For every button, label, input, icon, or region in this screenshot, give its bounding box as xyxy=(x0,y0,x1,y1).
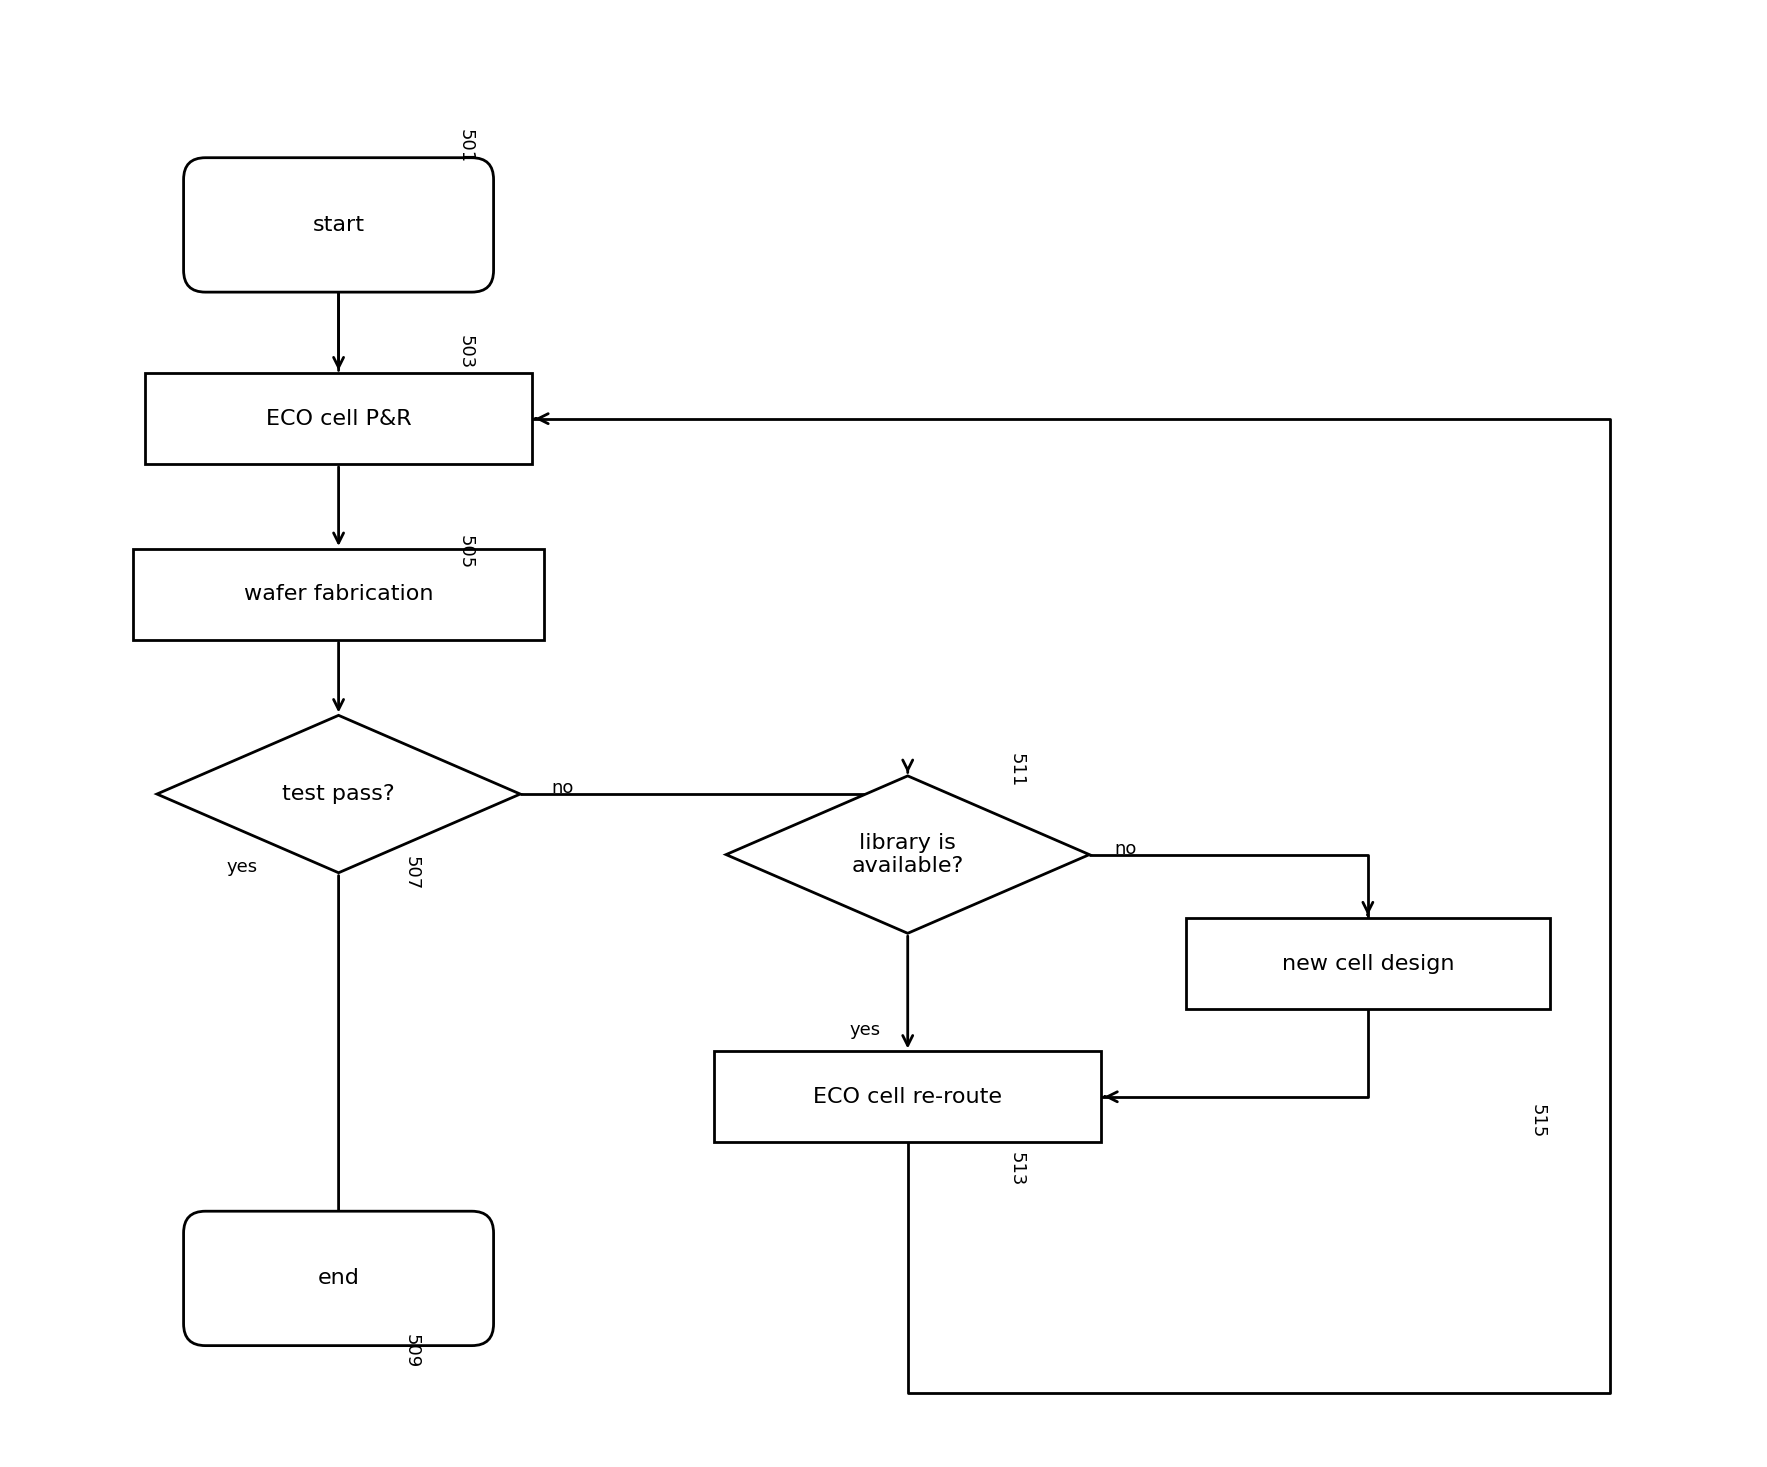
Text: no: no xyxy=(551,779,574,797)
Text: 511: 511 xyxy=(1007,753,1025,786)
Text: 513: 513 xyxy=(1007,1152,1025,1187)
Text: library is
available?: library is available? xyxy=(852,833,963,876)
Polygon shape xyxy=(157,716,519,873)
Bar xyxy=(133,549,544,640)
Text: ECO cell re-route: ECO cell re-route xyxy=(813,1087,1002,1106)
Bar xyxy=(1186,918,1550,1009)
Text: yes: yes xyxy=(850,1021,882,1039)
Text: 503: 503 xyxy=(456,334,475,370)
Text: 505: 505 xyxy=(456,535,475,569)
Text: test pass?: test pass? xyxy=(283,783,394,804)
Bar xyxy=(145,373,532,464)
Text: 501: 501 xyxy=(456,129,475,163)
Text: 507: 507 xyxy=(403,855,421,890)
Text: 515: 515 xyxy=(1528,1103,1546,1138)
Text: start: start xyxy=(313,214,364,235)
Text: ECO cell P&R: ECO cell P&R xyxy=(265,409,412,428)
Text: yes: yes xyxy=(226,858,258,876)
FancyBboxPatch shape xyxy=(184,1212,493,1345)
Text: end: end xyxy=(318,1269,359,1288)
Text: new cell design: new cell design xyxy=(1281,954,1454,974)
Text: 509: 509 xyxy=(403,1334,421,1369)
Text: wafer fabrication: wafer fabrication xyxy=(244,584,433,604)
Polygon shape xyxy=(726,776,1090,933)
Text: no: no xyxy=(1115,839,1136,858)
Bar xyxy=(714,1052,1101,1143)
FancyBboxPatch shape xyxy=(184,158,493,292)
